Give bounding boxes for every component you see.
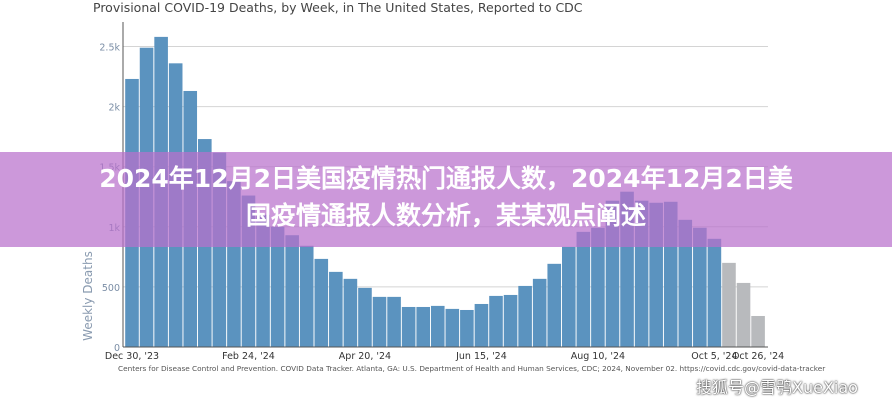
chart-title: Provisional COVID-19 Deaths, by Week, in… — [93, 0, 583, 15]
bar — [532, 278, 547, 347]
bar — [256, 214, 270, 347]
watermark: 搜狐号@雪鸮XueXiao — [696, 378, 858, 397]
bar — [314, 258, 329, 347]
bar — [547, 263, 562, 347]
bar — [751, 315, 765, 347]
bar — [270, 226, 285, 347]
bar — [387, 296, 401, 347]
x-tick-label: Oct 5, '24 — [691, 351, 737, 362]
bar — [460, 309, 474, 347]
headline-line-2: 国疫情通报人数分析，某某观点阐述 — [245, 201, 646, 230]
x-tick-label: Oct 26, '24 — [732, 351, 784, 362]
bar — [503, 294, 518, 347]
headline-line-1: 2024年12月2日美国疫情热门通报人数，2024年12月2日美 — [99, 164, 793, 193]
bar — [358, 287, 372, 347]
bar — [401, 306, 416, 347]
bar — [430, 305, 445, 347]
bar — [445, 308, 460, 347]
bar — [576, 231, 591, 347]
headline-text: 2024年12月2日美国疫情热门通报人数，2024年12月2日美 国疫情通报人数… — [0, 160, 892, 234]
y-axis-label: Weekly Deaths — [81, 251, 95, 341]
x-tick-label: Dec 30, '23 — [105, 351, 159, 362]
y-tick-label: 500 — [102, 283, 120, 294]
x-tick-label: Feb 24, '24 — [222, 351, 275, 362]
x-tick-label: Jun 15, '24 — [455, 351, 507, 362]
bar — [285, 235, 299, 347]
bar — [678, 219, 693, 347]
y-tick-label: 2.5k — [99, 43, 120, 54]
bar — [562, 246, 576, 347]
y-tick-label: 2k — [108, 103, 120, 114]
bar — [722, 262, 736, 347]
bar — [591, 227, 605, 347]
bar — [518, 285, 532, 347]
bar — [329, 271, 343, 347]
source-citation: Centers for Disease Control and Preventi… — [118, 364, 826, 373]
bar — [707, 238, 722, 347]
bar — [736, 282, 751, 347]
bar — [372, 296, 387, 347]
y-tick-label: 0 — [114, 343, 120, 354]
bar — [474, 303, 489, 347]
bar — [299, 245, 314, 347]
headline-banner — [0, 152, 892, 247]
bar — [416, 306, 430, 347]
bar — [693, 227, 707, 347]
bar — [489, 295, 503, 347]
x-tick-label: Aug 10, '24 — [571, 351, 625, 362]
bar — [343, 278, 358, 347]
x-tick-label: Apr 20, '24 — [339, 351, 391, 362]
